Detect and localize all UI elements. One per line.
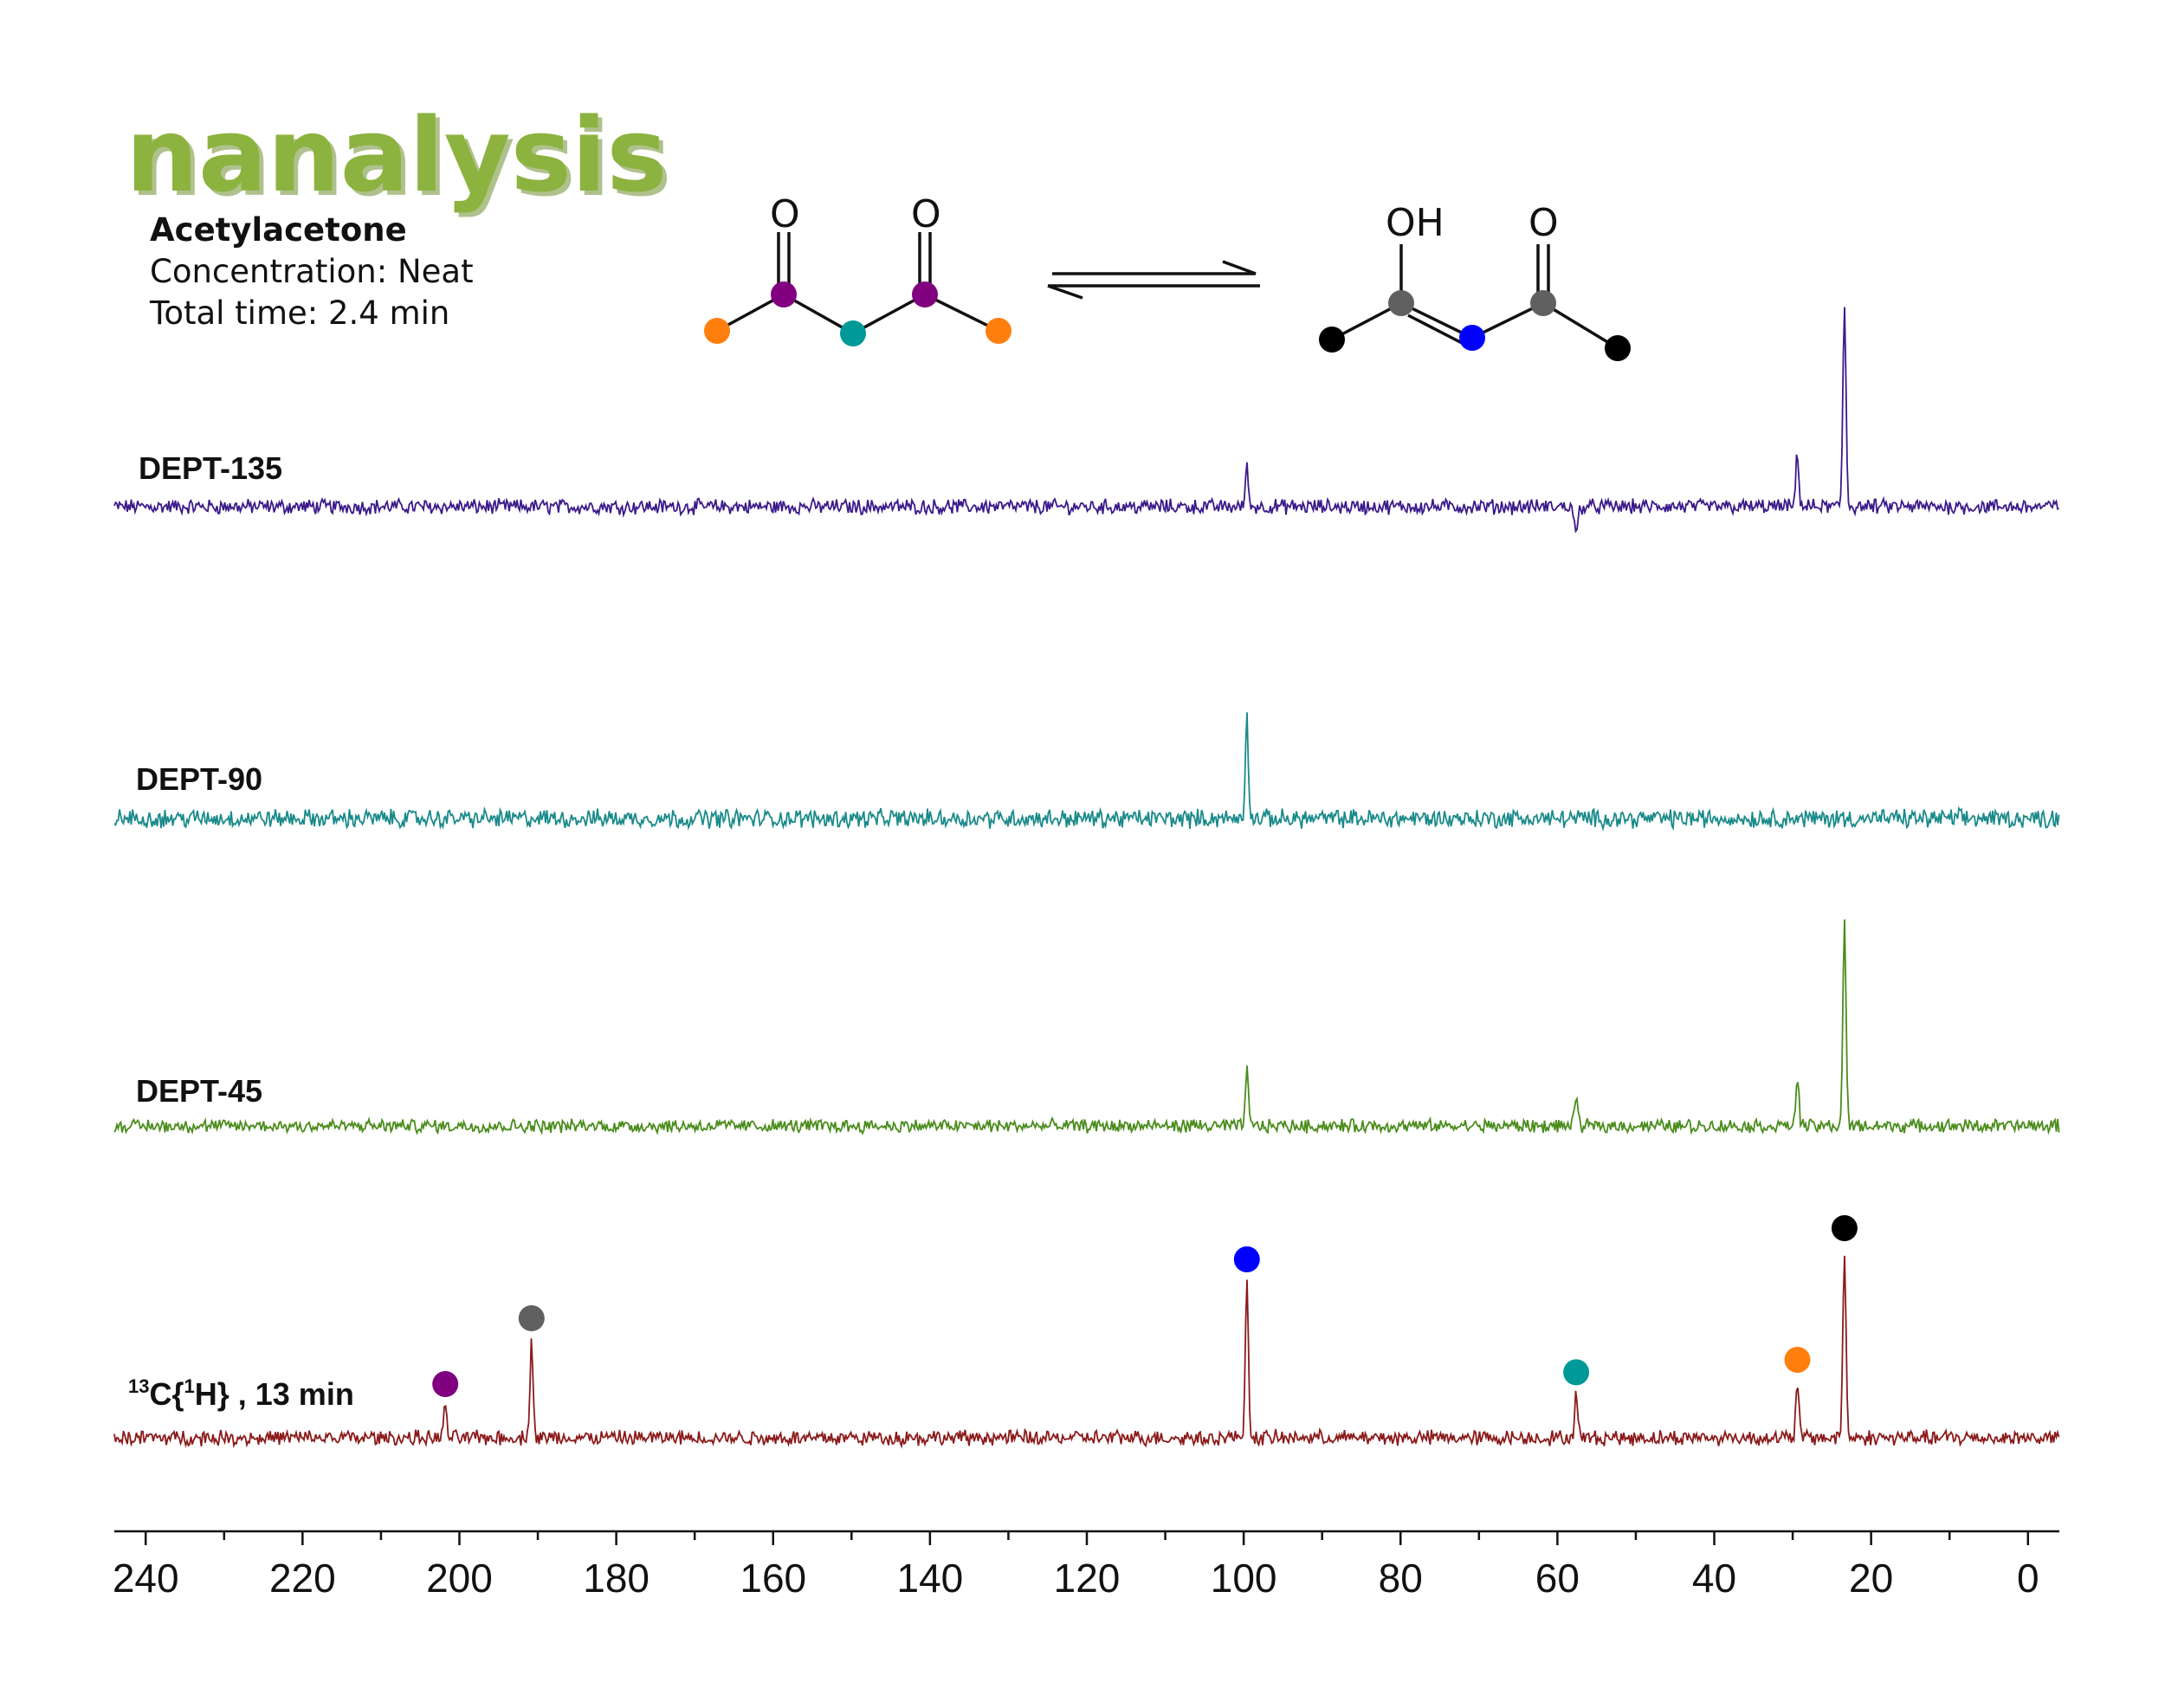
peak-markers <box>432 1215 1858 1397</box>
x-tick-label: 200 <box>426 1556 493 1601</box>
x-tick-label: 0 <box>2017 1556 2039 1601</box>
trace-label-13c: 13C{1H} , 13 min <box>128 1375 354 1412</box>
peak-marker-5 <box>1831 1215 1858 1241</box>
enol-methyl-atom-1 <box>1319 327 1345 353</box>
keto-oxygen-2: O <box>911 192 941 236</box>
spectrum-trace-0 <box>113 307 2059 534</box>
keto-carbonyl-atom-1 <box>771 281 797 307</box>
trace-label-dept-135: DEPT-135 <box>139 450 282 486</box>
x-tick-label: 120 <box>1054 1556 1121 1601</box>
keto-bond-3 <box>852 293 926 335</box>
peak-marker-4 <box>1784 1347 1811 1373</box>
enol-bond-3 <box>1471 301 1544 340</box>
x-tick-label: 60 <box>1535 1556 1580 1601</box>
x-tick-label: 160 <box>740 1556 806 1601</box>
keto-carbonyl-atom-2 <box>912 281 938 307</box>
trace-label-dept-90: DEPT-90 <box>136 761 262 797</box>
enol-methine-atom <box>1459 325 1485 351</box>
forward-arrow-head <box>1222 260 1257 275</box>
logo-text-shadow: nanalysis <box>130 100 672 219</box>
enol-carbon-atom-1 <box>1388 290 1414 316</box>
total-time-text: Total time: 2.4 min <box>149 294 449 332</box>
enol-carbon-atom-2 <box>1530 290 1556 316</box>
keto-oxygen-1: O <box>770 192 800 236</box>
x-tick-label: 180 <box>583 1556 650 1601</box>
trace-label-dept-45: DEPT-45 <box>136 1073 262 1109</box>
reverse-arrow-head <box>1047 284 1083 300</box>
enol-structure: OH O <box>1319 201 1631 361</box>
keto-methylene-atom <box>840 320 866 346</box>
x-tick-label: 20 <box>1849 1556 1893 1601</box>
spectra-plot-area <box>113 307 2060 1449</box>
enol-oxygen-label: O <box>1528 201 1559 245</box>
equilibrium-arrows <box>1047 260 1260 300</box>
nanalysis-logo: nanalysis nanalysis <box>126 95 672 219</box>
enol-bond-1 <box>1331 301 1402 341</box>
peak-marker-0 <box>432 1371 459 1397</box>
spectrum-trace-1 <box>113 712 2060 832</box>
keto-bond-2 <box>783 293 854 335</box>
x-axis-ticks: 240 220 200 180 160 140 120 100 80 60 40 20 0 <box>113 1531 2039 1601</box>
x-tick-label: 40 <box>1692 1556 1736 1601</box>
peak-marker-3 <box>1563 1359 1590 1386</box>
x-tick-label: 100 <box>1211 1556 1277 1601</box>
keto-methyl-atom-1 <box>704 318 730 344</box>
x-tick-label: 80 <box>1379 1556 1423 1601</box>
logo-text: nanalysis <box>126 95 668 215</box>
spectrum-trace-3 <box>113 1255 2060 1449</box>
spectrum-trace-2 <box>113 919 2060 1135</box>
enol-hydroxyl-label: OH <box>1386 201 1444 245</box>
x-tick-label: 240 <box>113 1556 179 1601</box>
enol-bond-2 <box>1400 301 1473 340</box>
compound-name: Acetylacetone <box>150 211 407 249</box>
x-tick-label: 220 <box>269 1556 336 1601</box>
keto-methyl-atom-2 <box>986 318 1011 344</box>
x-tick-label: 140 <box>896 1556 963 1601</box>
peak-marker-2 <box>1233 1246 1260 1272</box>
keto-structure: O O <box>704 192 1011 346</box>
concentration-text: Concentration: Neat <box>150 253 474 290</box>
enol-double-bond <box>1407 314 1466 346</box>
keto-bond-4 <box>924 293 999 333</box>
enol-bond-4 <box>1542 301 1619 350</box>
peak-marker-1 <box>518 1305 545 1331</box>
enol-methyl-atom-2 <box>1605 335 1631 361</box>
